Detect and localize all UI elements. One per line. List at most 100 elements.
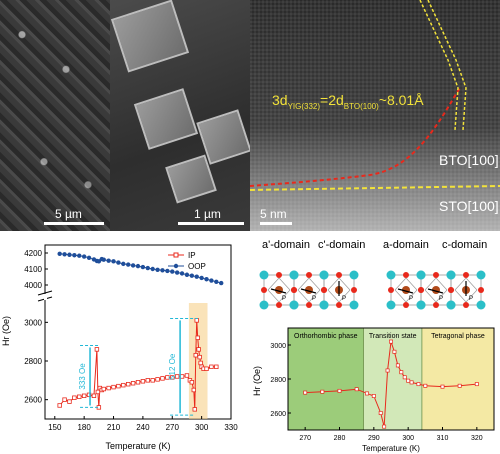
ip-point: [354, 387, 359, 392]
polarization-arrow: [270, 288, 287, 294]
oop-point: [194, 274, 199, 279]
crystal-cube: [110, 0, 190, 73]
tem-image: 3dYIG(332)=2dBTO(100)~8.01Å BTO[100] STO…: [250, 0, 500, 231]
x-tick-label: 300: [195, 423, 209, 432]
ip-point: [214, 364, 219, 369]
ba-atom: [259, 270, 269, 280]
interface-dashed-curve: [250, 87, 461, 187]
oop-point: [209, 278, 214, 283]
label-bto: BTO[100]: [439, 152, 499, 168]
lattice-equation: 3dYIG(332)=2dBTO(100)~8.01Å: [272, 92, 424, 111]
x-axis-label: Temperature (K): [362, 444, 420, 453]
o-atom: [403, 272, 409, 278]
scale-label: 5 µm: [55, 207, 82, 221]
ip-point: [406, 378, 411, 383]
o-atom: [351, 287, 357, 293]
scale-bar: [260, 222, 292, 225]
unit-cell: P: [446, 270, 486, 310]
ip-point: [86, 392, 92, 398]
ip-point: [192, 407, 197, 412]
ip-point: [457, 383, 462, 388]
legend-label-oop: OOP: [188, 262, 206, 271]
ip-point: [72, 395, 77, 400]
oop-point: [130, 263, 136, 268]
ba-atom: [386, 270, 396, 280]
eq-part: ~8.01Å: [378, 92, 424, 108]
unit-cell: P: [319, 270, 359, 310]
oop-point: [155, 267, 160, 272]
ip-point: [135, 380, 141, 385]
ip-point: [170, 375, 175, 380]
crystal-cube: [133, 88, 199, 150]
legend-label-ip: IP: [188, 251, 196, 260]
oop-point: [160, 268, 165, 273]
oop-point: [140, 264, 146, 270]
ip-point: [385, 368, 390, 373]
ip-point: [145, 378, 150, 383]
x-tick-label: 270: [299, 435, 311, 442]
ip-point: [474, 382, 479, 387]
ba-atom: [416, 300, 426, 310]
oop-point: [57, 251, 62, 256]
polarization-arrow: [397, 288, 414, 294]
y-tick-label: 3000: [270, 343, 286, 350]
x-tick-label: 280: [334, 435, 346, 442]
hr-temperature-zoom-chart: Orthorhombic phase Transition state Tetrag…: [252, 327, 495, 453]
hr-temperature-chart: 150 180 210 240 270 300 330 2600 2800 3000 4000 410…: [1, 244, 238, 451]
oop-point: [62, 252, 67, 257]
ip-point: [67, 399, 72, 404]
x-tick-label: 290: [368, 435, 380, 442]
oop-point: [165, 268, 170, 274]
ip-point: [416, 382, 421, 387]
ip-point: [196, 347, 201, 352]
axis-break: [37, 290, 53, 296]
y-tick-label: 4100: [24, 265, 42, 274]
ip-point: [121, 382, 126, 388]
ip-point: [94, 347, 100, 352]
oop-point: [214, 279, 219, 284]
x-tick-label: 210: [107, 423, 121, 432]
axis-break-gap: [44, 294, 47, 300]
phase-region: [421, 328, 494, 430]
scale-bar: [178, 222, 244, 225]
oop-point: [77, 253, 82, 258]
o-atom: [276, 302, 282, 308]
sem-image-high-mag: 1 µm: [110, 0, 250, 231]
scale-label: 5 nm: [260, 207, 287, 221]
phase-region: [363, 328, 422, 430]
ip-point: [440, 384, 445, 389]
y-tick-label: 3000: [24, 318, 42, 327]
o-atom: [463, 272, 469, 278]
ba-atom: [446, 300, 456, 310]
polarization-label: P: [469, 296, 473, 302]
ip-point: [174, 374, 180, 379]
o-atom: [388, 287, 394, 293]
ip-point: [106, 385, 111, 391]
ba-atom: [319, 300, 329, 310]
ip-point: [189, 380, 195, 385]
eq-sub: YIG(332): [287, 101, 321, 111]
oop-point: [170, 269, 175, 274]
polarization-arrow: [300, 288, 317, 294]
plot-frame: [44, 244, 232, 420]
domain-label: a-domain: [383, 239, 429, 251]
lattice-line-right: [427, 0, 467, 131]
phase-region: [288, 328, 364, 430]
ip-point: [365, 391, 369, 396]
eq-part: 3d: [272, 92, 288, 108]
ip-point: [395, 363, 400, 368]
label-sto: STO[100]: [439, 198, 499, 214]
ip-point: [303, 390, 308, 395]
o-atom: [433, 302, 439, 308]
ip-point: [402, 375, 407, 380]
scale-bar: [44, 222, 104, 225]
ip-point: [194, 318, 199, 323]
ip-point: [382, 424, 387, 429]
o-atom: [261, 287, 267, 293]
ip-point: [195, 335, 200, 340]
oop-point: [67, 252, 72, 257]
oop-point: [199, 275, 204, 281]
ip-point: [320, 389, 325, 394]
ip-point: [155, 377, 160, 382]
eq-sub: BTO(100): [343, 101, 379, 111]
